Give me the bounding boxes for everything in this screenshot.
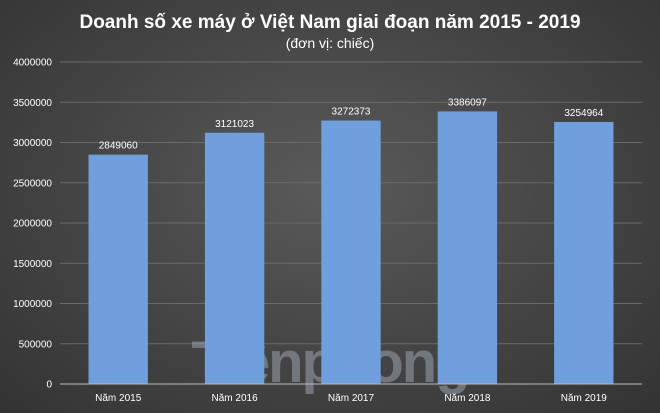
y-tick-label: 2500000: [13, 178, 52, 189]
x-axis-labels: Năm 2015 Năm 2016 Năm 2017 Năm 2018 Năm 2019: [95, 393, 607, 404]
x-tick-label: Năm 2016: [212, 393, 259, 404]
data-labels: 2849060 3121023 3272373 3386097 3254964: [99, 97, 604, 151]
data-label: 3121023: [215, 119, 254, 130]
bar: [321, 120, 381, 384]
y-tick-label: 1500000: [13, 259, 52, 270]
bar: [554, 121, 614, 384]
bar: [204, 132, 265, 384]
data-label: 2849060: [99, 141, 138, 152]
x-tick-label: Năm 2017: [328, 393, 375, 404]
x-tick-label: Năm 2015: [95, 393, 142, 404]
y-tick-label: 1000000: [13, 299, 52, 310]
chart-title: Doanh số xe máy ở Việt Nam giai đoạn năm…: [79, 12, 580, 33]
data-label: 3254964: [564, 108, 603, 119]
y-tick-label: 3500000: [13, 98, 52, 109]
y-tick-label: 500000: [19, 339, 53, 350]
y-tick-label: 4000000: [13, 58, 52, 69]
bar: [88, 154, 148, 384]
y-axis-ticks: 0 500000 1000000 1500000 2000000 2500000 30000…: [13, 58, 52, 391]
y-tick-label: 3000000: [13, 138, 52, 149]
bar: [437, 111, 498, 384]
y-tick-label: 0: [46, 380, 52, 391]
y-tick-label: 2000000: [13, 219, 52, 230]
data-label: 3386097: [448, 97, 487, 108]
x-tick-label: Năm 2018: [444, 393, 491, 404]
chart-subtitle: (đơn vị: chiếc): [286, 35, 375, 51]
data-label: 3272373: [332, 107, 371, 118]
x-tick-label: Năm 2019: [561, 393, 608, 404]
bars: [88, 111, 614, 384]
